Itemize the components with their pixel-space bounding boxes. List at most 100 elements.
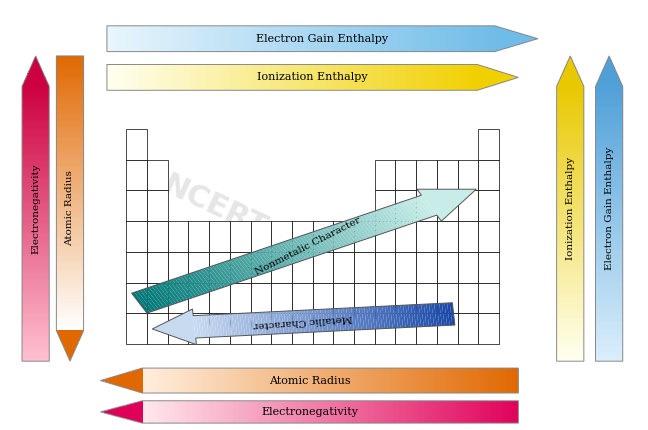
Bar bbox=[471, 368, 474, 393]
Bar bbox=[511, 31, 512, 47]
Bar bbox=[596, 102, 623, 105]
Bar bbox=[471, 64, 474, 90]
Bar bbox=[530, 37, 531, 41]
Bar bbox=[557, 286, 584, 288]
Bar bbox=[478, 368, 481, 393]
Bar bbox=[124, 405, 126, 418]
Bar bbox=[599, 78, 619, 79]
Bar bbox=[437, 252, 457, 283]
Bar bbox=[56, 58, 84, 61]
Bar bbox=[113, 26, 117, 52]
Text: Nonmetalic Character: Nonmetalic Character bbox=[253, 215, 362, 277]
Bar bbox=[56, 157, 84, 159]
Bar bbox=[329, 64, 332, 90]
Bar bbox=[56, 283, 84, 285]
Bar bbox=[390, 368, 393, 393]
Bar bbox=[239, 401, 242, 423]
Bar bbox=[56, 86, 84, 88]
Polygon shape bbox=[382, 306, 388, 329]
Bar bbox=[557, 166, 584, 169]
Bar bbox=[502, 28, 503, 49]
Bar bbox=[56, 138, 84, 141]
Bar bbox=[355, 401, 358, 423]
Polygon shape bbox=[325, 309, 330, 332]
Bar bbox=[446, 401, 450, 423]
Bar bbox=[255, 368, 258, 393]
Bar bbox=[275, 26, 278, 52]
Bar bbox=[557, 203, 584, 206]
Bar bbox=[462, 64, 465, 90]
Bar bbox=[557, 318, 584, 320]
Bar bbox=[353, 26, 356, 52]
Bar bbox=[437, 190, 457, 221]
Bar bbox=[596, 318, 623, 320]
Bar bbox=[119, 64, 122, 90]
Bar bbox=[499, 71, 500, 83]
Bar bbox=[501, 28, 502, 49]
Bar bbox=[479, 26, 482, 52]
Bar bbox=[596, 292, 623, 295]
Bar bbox=[188, 26, 191, 52]
Bar bbox=[596, 119, 623, 121]
Bar bbox=[596, 121, 623, 123]
Bar bbox=[165, 26, 168, 52]
Polygon shape bbox=[403, 305, 408, 328]
Bar bbox=[22, 199, 49, 201]
Bar bbox=[35, 57, 36, 58]
Bar bbox=[505, 73, 506, 82]
Bar bbox=[56, 237, 84, 239]
Bar bbox=[596, 251, 623, 254]
Bar bbox=[233, 26, 236, 52]
Bar bbox=[129, 372, 130, 389]
Polygon shape bbox=[410, 198, 428, 219]
Bar bbox=[378, 26, 382, 52]
Bar bbox=[252, 368, 255, 393]
Bar bbox=[261, 64, 264, 90]
Polygon shape bbox=[202, 269, 220, 289]
Bar bbox=[562, 72, 578, 73]
Polygon shape bbox=[259, 249, 277, 270]
Bar bbox=[56, 326, 84, 329]
Bar bbox=[489, 26, 492, 52]
Bar bbox=[272, 252, 292, 283]
Bar bbox=[208, 401, 211, 423]
Bar bbox=[515, 32, 516, 46]
Bar bbox=[450, 64, 452, 90]
Bar bbox=[301, 26, 304, 52]
Polygon shape bbox=[318, 309, 323, 332]
Bar bbox=[158, 368, 161, 393]
Bar bbox=[365, 26, 369, 52]
Bar bbox=[220, 26, 224, 52]
Bar bbox=[557, 119, 584, 121]
Bar bbox=[512, 76, 513, 79]
Bar bbox=[596, 86, 623, 89]
Polygon shape bbox=[187, 273, 205, 295]
Polygon shape bbox=[242, 313, 248, 335]
Bar bbox=[129, 404, 130, 420]
Bar bbox=[61, 340, 79, 341]
Bar bbox=[56, 106, 84, 108]
Bar bbox=[387, 368, 390, 393]
Bar bbox=[227, 401, 230, 423]
Bar bbox=[148, 401, 152, 423]
Bar bbox=[284, 26, 288, 52]
Bar bbox=[246, 401, 249, 423]
Bar bbox=[59, 336, 81, 337]
Bar bbox=[22, 290, 49, 292]
Bar bbox=[274, 401, 277, 423]
Bar bbox=[596, 276, 623, 279]
Bar bbox=[557, 169, 584, 171]
Bar bbox=[268, 368, 271, 393]
Bar bbox=[443, 368, 446, 393]
Bar bbox=[596, 341, 623, 343]
Bar bbox=[56, 79, 84, 81]
Bar bbox=[327, 401, 330, 423]
Bar bbox=[557, 283, 584, 286]
Bar bbox=[288, 26, 291, 52]
Bar bbox=[514, 31, 515, 46]
Bar bbox=[358, 368, 362, 393]
Bar bbox=[360, 64, 363, 90]
Polygon shape bbox=[149, 286, 167, 307]
Bar bbox=[22, 164, 49, 166]
Bar bbox=[189, 283, 209, 313]
